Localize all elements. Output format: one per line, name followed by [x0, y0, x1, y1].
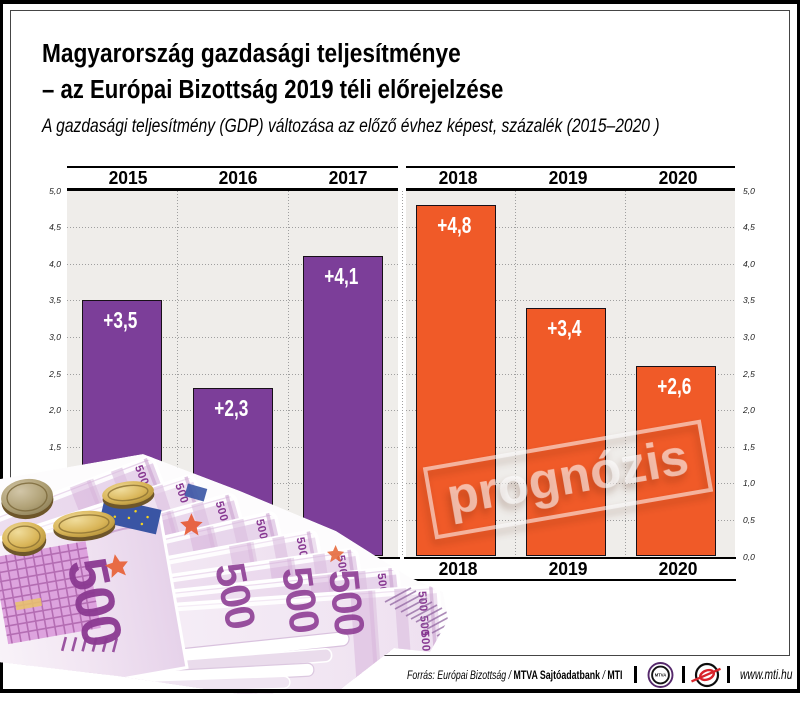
svg-text:MTVA: MTVA: [655, 673, 667, 678]
svg-text:500 500: 500 500: [418, 631, 433, 677]
svg-text:500: 500: [320, 567, 374, 637]
svg-text:500: 500: [273, 564, 329, 636]
